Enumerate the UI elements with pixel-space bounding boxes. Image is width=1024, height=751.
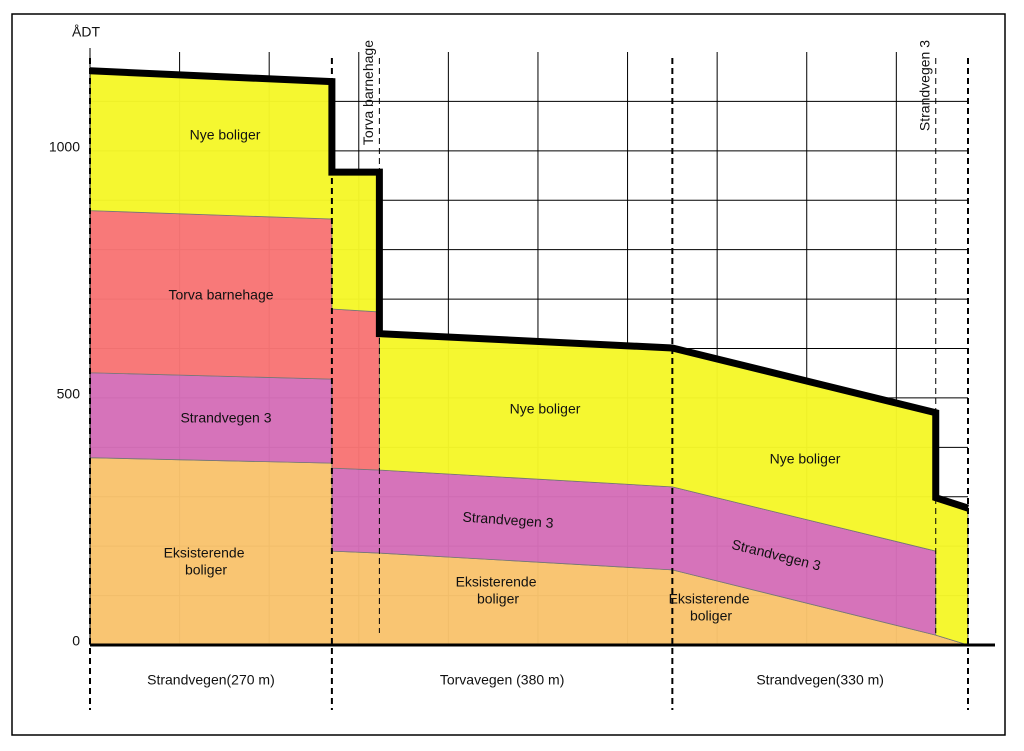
area-label: Strandvegen 3 — [180, 410, 271, 426]
area-label: Nye boliger — [770, 451, 841, 467]
y-tick-label: 500 — [57, 386, 81, 402]
segment-label: Strandvegen(270 m) — [147, 672, 275, 688]
y-tick-label: 0 — [72, 633, 80, 649]
area-label: Nye boliger — [190, 127, 261, 143]
areas — [89, 70, 969, 646]
area-label: Eksisterende boliger — [456, 573, 541, 606]
area-label: Eksisterende boliger — [164, 544, 249, 577]
y-tick-label: 1000 — [49, 139, 80, 155]
segment-label: Torvavegen (380 m) — [440, 672, 565, 688]
y-axis-label: ÅDT — [72, 24, 100, 40]
overlay: 0 500 1000 Strandvegen(270 m) Torvavegen (38… — [49, 40, 995, 710]
marker-label: Strandvegen 3 — [916, 40, 932, 131]
segment-label: Strandvegen(330 m) — [756, 672, 884, 688]
area-label: Nye boliger — [510, 401, 581, 417]
area-label: Strandvegen 3 — [462, 509, 554, 531]
area-label: Torva barnehage — [168, 287, 273, 303]
annotations: Nye boliger Torva barnehage Strandvegen … — [164, 127, 841, 623]
marker-label: Torva barnehage — [360, 40, 376, 145]
area-label: Eksisterende boliger — [669, 590, 754, 623]
